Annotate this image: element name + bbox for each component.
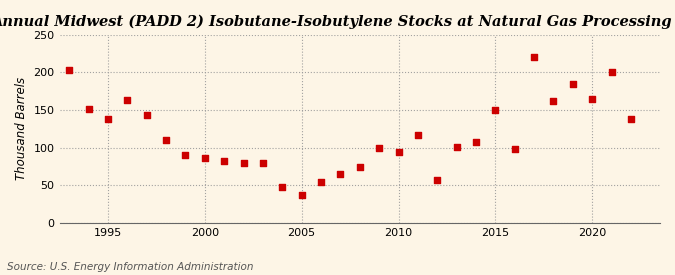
Point — [103, 117, 113, 121]
Point — [258, 161, 269, 165]
Point — [548, 99, 559, 103]
Point — [451, 145, 462, 149]
Point — [122, 98, 133, 103]
Point — [277, 185, 288, 189]
Point — [316, 180, 327, 184]
Point — [141, 113, 152, 118]
Point — [64, 68, 75, 72]
Point — [296, 193, 307, 197]
Y-axis label: Thousand Barrels: Thousand Barrels — [15, 77, 28, 180]
Point — [432, 178, 443, 182]
Title: Annual Midwest (PADD 2) Isobutane-Isobutylene Stocks at Natural Gas Processing P: Annual Midwest (PADD 2) Isobutane-Isobut… — [0, 15, 675, 29]
Point — [412, 133, 423, 137]
Point — [161, 138, 171, 142]
Point — [626, 117, 637, 121]
Point — [587, 97, 597, 101]
Point — [180, 152, 191, 157]
Point — [199, 155, 210, 160]
Point — [354, 164, 365, 169]
Point — [335, 172, 346, 176]
Point — [238, 161, 249, 165]
Point — [374, 145, 385, 150]
Point — [568, 81, 578, 86]
Text: Source: U.S. Energy Information Administration: Source: U.S. Energy Information Administ… — [7, 262, 253, 272]
Point — [510, 147, 520, 152]
Point — [490, 108, 501, 112]
Point — [470, 139, 481, 144]
Point — [529, 55, 539, 59]
Point — [606, 70, 617, 75]
Point — [393, 149, 404, 154]
Point — [83, 106, 94, 111]
Point — [219, 159, 230, 164]
